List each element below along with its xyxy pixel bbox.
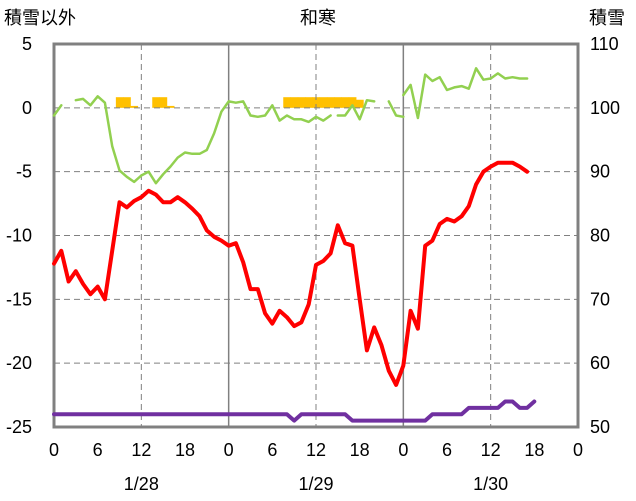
wind-line-segment — [402, 67, 529, 120]
precipitation-bar — [356, 99, 364, 108]
right-tick-label: 50 — [590, 417, 610, 437]
right-tick-label: 100 — [590, 98, 620, 118]
precipitation-bar — [152, 97, 160, 108]
precipitation-bar — [334, 97, 342, 108]
right-tick-label: 70 — [590, 289, 610, 309]
plot-frame — [52, 42, 580, 429]
precipitation-bar — [319, 97, 328, 108]
left-tick-label: -5 — [16, 162, 32, 182]
precipitation-bar — [305, 97, 313, 108]
right-axis-label: 積雪 — [589, 8, 625, 28]
snow_depth-line — [52, 399, 537, 423]
left-tick-label: -20 — [6, 353, 32, 373]
precipitation-bar — [341, 97, 350, 108]
right-tick-label: 110 — [590, 34, 619, 54]
x-tick-label: 18 — [524, 440, 544, 460]
precipitation-bar — [290, 97, 299, 108]
right-tick-label: 80 — [590, 226, 610, 246]
precipitation-bar — [159, 97, 168, 108]
chart-title: 和寒 — [300, 8, 336, 28]
wind-line-segment — [387, 100, 405, 119]
left-tick-label: 0 — [22, 98, 32, 118]
wind-line-segment — [336, 98, 376, 121]
precipitation-bar — [123, 97, 131, 108]
x-tick-label: 18 — [175, 440, 195, 460]
x-tick-label: 12 — [131, 440, 151, 460]
right-tick-label: 60 — [590, 353, 610, 373]
right-tick-label: 90 — [590, 162, 610, 182]
precipitation-bar — [283, 97, 291, 108]
x-tick-label: 18 — [350, 440, 370, 460]
wind-line-segment — [74, 95, 332, 185]
left-axis-label: 積雪以外 — [4, 8, 76, 28]
temperature-line — [52, 160, 530, 387]
precipitation-bar — [297, 97, 306, 108]
x-tick-label: 0 — [224, 440, 234, 460]
wind-line-segment — [52, 104, 63, 117]
left-tick-label: 5 — [22, 34, 32, 54]
x-tick-label: 0 — [573, 440, 583, 460]
left-tick-label: -15 — [6, 289, 32, 309]
x-tick-label: 6 — [442, 440, 452, 460]
precipitation-bar — [166, 105, 175, 108]
date-label: 1/29 — [298, 474, 333, 494]
precipitation-bar — [312, 97, 321, 108]
precipitation-bar — [130, 105, 139, 108]
x-tick-label: 0 — [398, 440, 408, 460]
x-tick-label: 12 — [481, 440, 501, 460]
date-label: 1/30 — [473, 474, 508, 494]
left-tick-label: -25 — [6, 417, 32, 437]
precipitation-bar — [348, 97, 357, 108]
x-tick-label: 6 — [93, 440, 103, 460]
precipitation-bar — [326, 97, 335, 108]
x-tick-label: 12 — [306, 440, 326, 460]
date-label: 1/28 — [124, 474, 159, 494]
precipitation-bar — [115, 97, 124, 108]
x-tick-label: 0 — [49, 440, 59, 460]
left-tick-label: -10 — [6, 226, 32, 246]
x-tick-label: 6 — [267, 440, 277, 460]
